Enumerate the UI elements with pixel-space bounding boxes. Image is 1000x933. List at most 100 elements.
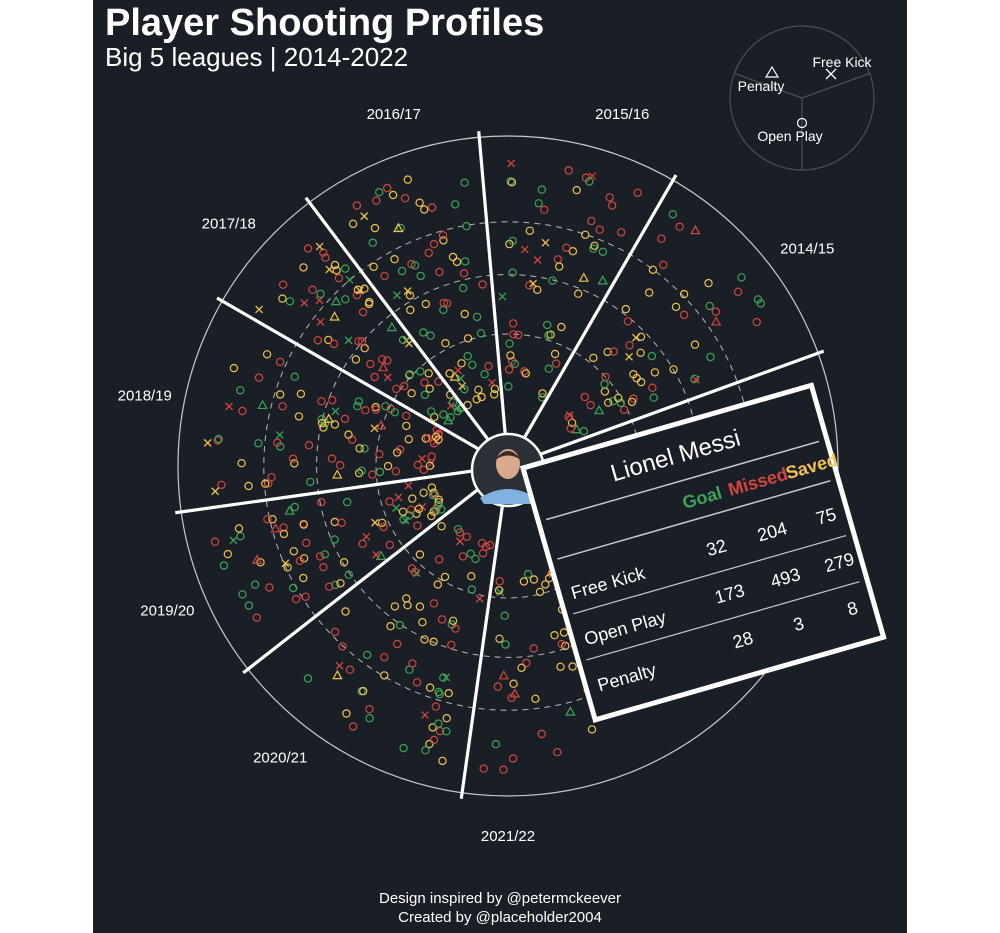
shot-marker xyxy=(509,330,518,339)
shot-marker xyxy=(263,515,272,524)
shot-marker xyxy=(458,552,468,561)
shot-marker xyxy=(446,413,455,422)
shot-marker xyxy=(400,381,409,391)
shot-marker xyxy=(498,669,510,680)
shot-marker xyxy=(385,540,394,550)
shot-marker xyxy=(595,225,604,234)
shot-marker xyxy=(327,454,337,463)
shot-markers xyxy=(203,159,766,774)
shot-marker xyxy=(372,550,381,559)
legend-triangle-icon xyxy=(764,65,780,78)
shot-marker xyxy=(371,518,379,527)
shot-marker xyxy=(507,178,517,187)
shot-marker xyxy=(344,430,353,439)
shot-marker xyxy=(355,444,364,453)
shot-marker xyxy=(535,587,545,597)
shot-marker xyxy=(319,248,328,257)
table-rule xyxy=(572,534,847,615)
shot-marker xyxy=(321,253,330,262)
legend-label: Free Kick xyxy=(812,54,872,70)
shot-marker xyxy=(254,373,264,382)
shot-marker xyxy=(332,266,341,275)
shot-marker xyxy=(380,671,389,680)
shot-marker xyxy=(316,289,325,299)
shot-marker xyxy=(354,397,363,406)
shot-marker xyxy=(317,397,326,406)
shot-marker xyxy=(506,351,515,360)
legend-circle-icon xyxy=(796,117,808,129)
shot-marker xyxy=(467,572,476,581)
shot-marker xyxy=(621,304,631,314)
shot-marker xyxy=(604,398,613,407)
shot-marker xyxy=(428,491,438,500)
shot-marker xyxy=(406,505,416,514)
shot-marker xyxy=(460,385,469,394)
shot-marker xyxy=(648,383,657,392)
shot-marker xyxy=(402,411,411,421)
shot-marker xyxy=(305,477,315,487)
shot-marker xyxy=(460,309,469,319)
shot-marker xyxy=(357,466,366,475)
shot-marker xyxy=(341,295,350,304)
shot-marker xyxy=(393,291,401,300)
shot-marker xyxy=(237,459,246,468)
chart-panel: 2014/15 2015/16 2016/17 2017/18 2018/19 2019/… xyxy=(93,0,907,933)
shot-marker xyxy=(605,193,614,202)
shot-marker xyxy=(647,351,657,361)
shot-marker xyxy=(273,438,282,447)
shot-marker xyxy=(319,562,328,572)
shot-marker xyxy=(335,661,344,670)
shot-marker xyxy=(522,658,531,668)
shot-marker xyxy=(690,374,699,384)
shot-marker xyxy=(359,686,368,696)
avatar-face xyxy=(496,449,520,479)
shot-marker xyxy=(623,317,633,326)
shot-marker xyxy=(358,539,367,548)
shot-marker xyxy=(578,272,590,282)
shot-marker xyxy=(556,662,565,672)
shot-marker xyxy=(442,714,451,723)
shot-marker xyxy=(332,469,343,479)
shot-marker xyxy=(752,317,761,327)
shot-marker xyxy=(434,435,443,444)
shot-marker xyxy=(423,434,432,443)
shot-marker xyxy=(553,255,563,264)
shot-marker xyxy=(495,577,504,586)
shot-marker xyxy=(295,556,305,566)
shot-marker xyxy=(283,563,292,572)
shot-marker xyxy=(342,709,351,718)
shot-marker xyxy=(380,653,389,662)
shot-marker xyxy=(404,511,414,520)
shot-marker xyxy=(627,397,637,407)
shot-marker xyxy=(392,384,401,394)
shot-marker xyxy=(435,726,445,736)
shot-marker xyxy=(375,419,387,430)
shot-marker xyxy=(294,412,304,421)
shot-marker xyxy=(415,198,424,207)
shot-marker xyxy=(315,242,324,251)
shot-marker xyxy=(375,450,384,459)
legend-label: Open Play xyxy=(757,128,822,144)
shot-marker xyxy=(533,285,542,294)
shot-marker xyxy=(445,369,454,378)
shot-marker xyxy=(360,344,369,353)
shot-marker xyxy=(330,420,340,429)
shot-marker xyxy=(645,288,654,297)
shot-marker xyxy=(587,725,597,734)
shot-marker xyxy=(451,624,460,633)
shot-marker xyxy=(474,385,483,394)
shot-marker xyxy=(345,275,354,284)
shot-marker xyxy=(377,518,387,528)
shot-marker xyxy=(498,292,507,301)
shot-marker xyxy=(238,590,247,599)
shot-marker xyxy=(668,210,678,219)
shot-marker xyxy=(541,580,550,589)
shot-marker xyxy=(380,271,389,281)
shot-marker xyxy=(657,234,666,243)
shot-marker xyxy=(529,575,539,584)
shot-marker xyxy=(278,402,287,411)
shot-marker xyxy=(342,497,352,507)
legend-label: Penalty xyxy=(738,78,785,94)
shot-marker xyxy=(581,230,590,239)
shot-marker xyxy=(424,369,433,378)
